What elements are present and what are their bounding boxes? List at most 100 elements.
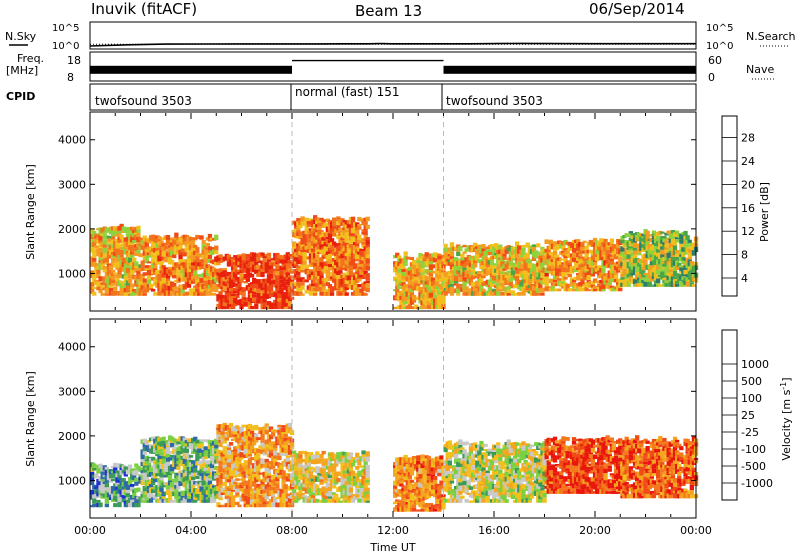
power-data-cell bbox=[163, 283, 168, 288]
velocity-data-cell bbox=[296, 496, 301, 501]
velocity-data-cell bbox=[130, 499, 135, 502]
velocity-data-cell bbox=[92, 463, 97, 468]
velocity-data-cell bbox=[273, 499, 278, 503]
power-data-cell bbox=[142, 245, 147, 251]
power-data-cell bbox=[393, 298, 398, 301]
velocity-data-cell bbox=[254, 477, 259, 483]
power-data-cell bbox=[409, 292, 415, 298]
power-data-cell bbox=[574, 262, 579, 266]
power-data-cell bbox=[365, 224, 370, 229]
power-data-cell bbox=[500, 282, 505, 287]
velocity-data-cell bbox=[115, 477, 120, 483]
power-data-cell bbox=[237, 283, 242, 289]
power-data-cell bbox=[500, 247, 505, 250]
power-data-cell bbox=[485, 246, 490, 250]
power-data-cell bbox=[298, 288, 303, 292]
velocity-data-cell bbox=[289, 479, 295, 484]
power-data-cell bbox=[685, 244, 690, 248]
velocity-data-cell bbox=[323, 499, 328, 503]
velocity-data-cell bbox=[441, 496, 446, 501]
velocity-data-cell bbox=[165, 453, 171, 458]
power-data-cell bbox=[567, 245, 572, 251]
power-data-cell bbox=[268, 276, 274, 280]
power-data-cell bbox=[199, 289, 204, 293]
power-data-cell bbox=[420, 268, 425, 273]
power-data-cell bbox=[239, 278, 244, 283]
power-data-cell bbox=[283, 262, 288, 266]
power-data-cell bbox=[580, 287, 585, 292]
power-data-cell bbox=[565, 253, 570, 257]
power-data-cell bbox=[94, 280, 99, 283]
power-data-cell bbox=[289, 269, 295, 274]
power-yticks-label-3: 4000 bbox=[58, 134, 86, 147]
power-data-cell bbox=[271, 260, 276, 263]
power-data-cell bbox=[277, 301, 282, 306]
velocity-data-cell bbox=[252, 481, 257, 487]
velocity-data-cell bbox=[174, 478, 179, 483]
power-data-cell bbox=[245, 267, 250, 274]
nave-tick-bottom: 0 bbox=[708, 71, 715, 84]
velocity-data-cell bbox=[151, 480, 156, 486]
power-data-cell bbox=[315, 272, 320, 278]
velocity-data-cell bbox=[411, 497, 417, 502]
power-data-cell bbox=[275, 269, 280, 272]
power-data-cell bbox=[266, 252, 272, 257]
velocity-data-cell bbox=[422, 474, 427, 480]
velocity-data-cell bbox=[279, 464, 284, 470]
power-data-cell bbox=[233, 303, 238, 307]
power-data-cell bbox=[355, 230, 360, 236]
power-data-cell bbox=[496, 282, 501, 288]
power-data-cell bbox=[285, 272, 290, 278]
velocity-data-cell bbox=[197, 460, 202, 465]
power-colorbar-tick-2: 12 bbox=[741, 225, 755, 238]
power-data-cell bbox=[592, 278, 598, 283]
power-data-cell bbox=[426, 285, 431, 291]
power-data-cell bbox=[315, 235, 320, 240]
power-data-cell bbox=[590, 273, 596, 277]
velocity-data-cell bbox=[273, 448, 278, 451]
power-data-cell bbox=[327, 233, 333, 237]
velocity-data-cell bbox=[148, 484, 154, 488]
velocity-data-cell bbox=[214, 444, 219, 449]
power-data-cell bbox=[675, 265, 680, 270]
power-data-cell bbox=[632, 254, 638, 259]
power-data-cell bbox=[630, 262, 636, 265]
noise-sky-line bbox=[89, 42, 696, 47]
velocity-data-cell bbox=[205, 460, 210, 465]
power-data-cell bbox=[104, 287, 109, 294]
velocity-data-cell bbox=[403, 506, 408, 512]
power-data-cell bbox=[172, 241, 177, 247]
power-data-cell bbox=[235, 276, 240, 280]
power-data-cell bbox=[102, 269, 107, 273]
power-data-cell bbox=[567, 274, 572, 278]
velocity-data-cell bbox=[344, 457, 349, 463]
power-data-cell bbox=[355, 253, 360, 259]
power-data-cell bbox=[140, 265, 145, 271]
power-data-cell bbox=[552, 241, 558, 247]
power-data-cell bbox=[304, 264, 309, 269]
velocity-data-cell bbox=[92, 503, 97, 508]
power-data-cell bbox=[597, 265, 602, 271]
power-data-cell bbox=[138, 278, 143, 281]
velocity-data-cell bbox=[308, 471, 314, 474]
power-data-cell bbox=[414, 276, 419, 281]
velocity-data-cell bbox=[222, 449, 227, 455]
velocity-data-cell bbox=[148, 466, 154, 472]
power-data-cell bbox=[691, 284, 697, 287]
power-data-cell bbox=[670, 254, 676, 257]
velocity-data-cell bbox=[298, 489, 303, 494]
power-data-cell bbox=[214, 268, 219, 274]
power-data-cell bbox=[146, 255, 152, 258]
velocity-data-cell bbox=[416, 477, 421, 480]
power-data-cell bbox=[111, 283, 116, 286]
power-data-cell bbox=[473, 260, 478, 264]
power-data-cell bbox=[148, 283, 154, 288]
velocity-data-cell bbox=[365, 464, 370, 470]
velocity-data-cell bbox=[249, 499, 255, 505]
velocity-data-cell bbox=[355, 466, 360, 470]
power-data-cell bbox=[294, 264, 299, 267]
power-data-cell bbox=[161, 280, 166, 284]
power-data-cell bbox=[645, 279, 650, 283]
power-data-cell bbox=[195, 234, 200, 240]
velocity-data-cell bbox=[294, 500, 299, 503]
